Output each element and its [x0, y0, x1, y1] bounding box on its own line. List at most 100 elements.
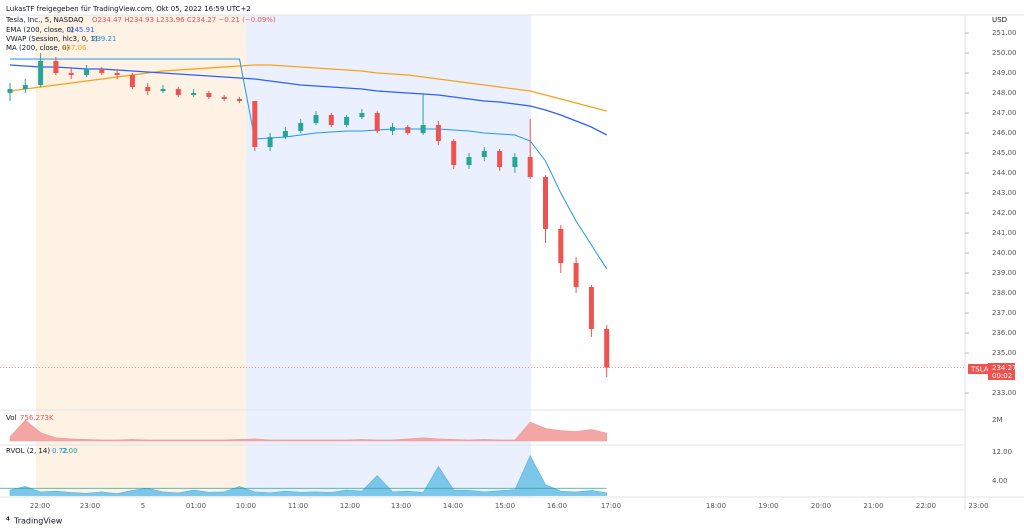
candle-body	[466, 157, 472, 165]
price-tick-label: 237.00	[992, 309, 1017, 317]
candle-body	[53, 61, 59, 73]
rvol-level: 2.00	[62, 447, 78, 455]
candle-body	[543, 177, 548, 229]
time-label: 17:00	[601, 502, 621, 510]
time-label: 20:00	[811, 502, 831, 510]
symbol: Tesla, Inc., 5, NASDAQ	[5, 16, 84, 24]
time-label: 11:00	[288, 502, 308, 510]
price-tick-label: 249.00	[992, 69, 1017, 77]
time-label: 15:00	[495, 502, 515, 510]
rvol-tick-label: 12.00	[992, 448, 1012, 456]
vwap-label: VWAP (Session, hlc3, 0, 1)	[6, 35, 98, 43]
ma-line	[9, 64, 607, 112]
time-label: 14:00	[443, 502, 463, 510]
candle-body	[114, 73, 120, 75]
candle-body	[267, 137, 273, 147]
rvol-area	[9, 454, 608, 496]
last-price: 234.27	[992, 364, 1017, 372]
candle-body	[481, 151, 487, 157]
candle-body	[99, 69, 105, 73]
price-tick-label: 239.00	[992, 269, 1017, 277]
candle-body	[512, 157, 518, 167]
candle-body	[206, 93, 212, 97]
candle-body	[252, 101, 258, 147]
candle-body	[84, 69, 89, 75]
time-label: 12:00	[340, 502, 360, 510]
candle-body	[573, 263, 579, 287]
rvol-label: RVOL (2, 14)	[6, 447, 50, 455]
price-tick-label: 246.00	[992, 129, 1017, 137]
candle-body	[359, 113, 365, 117]
ema-line	[9, 64, 608, 136]
candle-body	[374, 113, 380, 131]
time-label: 16:00	[547, 502, 567, 510]
price-tick-label: 241.00	[992, 229, 1017, 237]
time-label: 18:00	[706, 502, 726, 510]
ohlc: O234.47 H234.93 L233.96 C234.27 −0.21 (−…	[92, 16, 276, 24]
candle-body	[420, 125, 426, 133]
volume-area	[9, 419, 608, 442]
vol-value: 756.273K	[20, 414, 54, 422]
price-tick-label: 236.00	[992, 329, 1017, 337]
candle-body	[527, 157, 533, 177]
session-shade	[246, 15, 531, 497]
candle-body	[405, 127, 411, 133]
countdown: 00:02	[992, 372, 1012, 380]
vol-label: Vol	[6, 414, 17, 422]
vwap-line	[10, 58, 608, 270]
time-label: 23:00	[80, 502, 100, 510]
time-label: 5	[141, 502, 145, 510]
candle-body	[497, 151, 503, 167]
ticker-badge	[968, 364, 988, 374]
candle-body	[160, 89, 166, 91]
ma-value: 247.06	[62, 44, 87, 52]
candle-body	[604, 329, 610, 368]
price-tick-label: 247.00	[992, 109, 1017, 117]
candle-body	[328, 115, 334, 125]
candle-body	[558, 229, 564, 263]
price-tick-label: 251.00	[992, 29, 1017, 37]
time-label: 13:00	[391, 502, 411, 510]
price-tick-label: 240.00	[992, 249, 1017, 257]
candle-body	[435, 125, 441, 141]
candle-body	[221, 97, 227, 99]
time-label: 19:00	[758, 502, 778, 510]
candle-body	[451, 141, 457, 165]
candle-body	[129, 75, 135, 87]
vwap-value: 239.21	[92, 35, 117, 43]
candle-body	[298, 123, 304, 131]
price-tick-label: 242.00	[992, 209, 1017, 217]
logo-mark: ⁴	[6, 517, 10, 527]
time-label: 22:00	[916, 502, 936, 510]
time-label: 21:00	[863, 502, 883, 510]
ma-label: MA (200, close, 0)	[6, 44, 70, 52]
candle-body	[38, 61, 44, 85]
candle-body	[588, 287, 594, 329]
candle-body	[237, 99, 242, 101]
candle-body	[282, 131, 288, 137]
time-label: 22:00	[30, 502, 50, 510]
brand: TradingView	[13, 517, 63, 526]
price-tick-label: 235.00	[992, 349, 1017, 357]
shared-by: LukasTF freigegeben für TradingView.com,…	[6, 5, 251, 13]
ema-label: EMA (200, close, 0)	[6, 26, 74, 34]
candle-body	[175, 89, 181, 95]
price-tick-label: 233.00	[992, 389, 1017, 397]
currency: USD	[992, 16, 1007, 24]
ticker: TSLA	[970, 366, 989, 374]
candle-body	[313, 115, 319, 123]
candle-body	[191, 93, 197, 95]
time-label: 01:00	[186, 502, 206, 510]
volume-tick-label: 2M	[992, 416, 1003, 424]
price-tick-label: 238.00	[992, 289, 1017, 297]
price-tick-label: 250.00	[992, 49, 1017, 57]
last-price-badge	[988, 363, 1015, 380]
rvol-value: 0.72	[52, 447, 68, 455]
rvol-tick-label: 4.00	[992, 477, 1008, 485]
extended-hours-shade	[36, 15, 246, 497]
candle-body	[344, 117, 350, 125]
price-tick-label: 248.00	[992, 89, 1017, 97]
ema-value: 245.91	[70, 26, 95, 34]
candle-body	[68, 73, 74, 75]
